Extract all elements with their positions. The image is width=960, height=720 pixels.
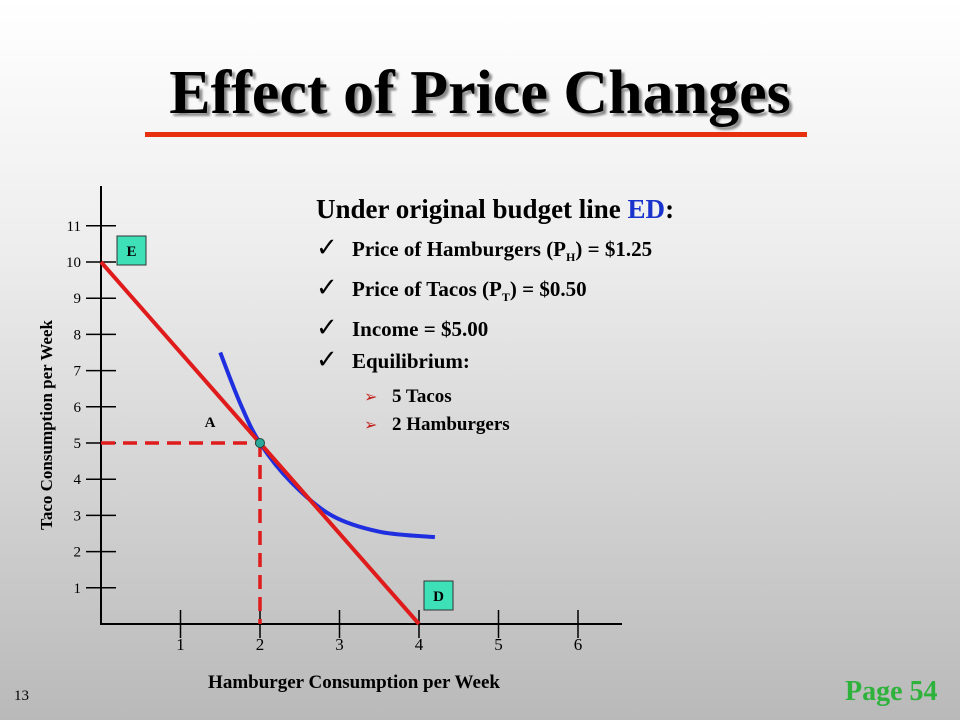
- y-tick-label: 2: [74, 545, 82, 561]
- slide-number: 13: [14, 688, 29, 704]
- y-tick-label: 3: [74, 508, 82, 524]
- y-tick-label: 8: [74, 327, 82, 343]
- endpoint-label-box: [116, 235, 147, 266]
- y-tick-label: 1: [74, 581, 82, 597]
- equilibrium-label: A: [205, 415, 216, 431]
- bullet-text: Price of Hamburgers (P: [352, 237, 567, 261]
- check-icon: ✓: [316, 233, 338, 263]
- bullet-hamburger-price: ✓ Price of Hamburgers (PH) = $1.25: [316, 233, 674, 273]
- x-tick-label: 1: [176, 635, 185, 654]
- sub-bullet-text: 5 Tacos: [392, 386, 452, 408]
- x-tick-label: 6: [574, 635, 583, 654]
- indifference-curve: [218, 351, 436, 540]
- y-tick-label: 6: [74, 400, 82, 416]
- endpoint-label-box: [423, 580, 454, 611]
- arrow-bullet-icon: ➢: [364, 387, 378, 407]
- y-ticks: 1 2 3 4 5 6 7 8 9 10 11: [66, 219, 116, 597]
- heading-colon: :: [665, 194, 675, 224]
- sub-bullet-hamburgers: ➢ 2 Hamburgers: [316, 411, 674, 439]
- bullet-taco-price: ✓ Price of Tacos (PT) = $0.50: [316, 273, 674, 313]
- bullet-subscript: T: [501, 290, 510, 305]
- equilibrium-point: [255, 438, 265, 448]
- sub-bullet-text: 2 Hamburgers: [392, 414, 510, 436]
- check-icon: ✓: [316, 345, 338, 376]
- x-tick-label: 3: [335, 635, 344, 654]
- y-tick-label: 9: [74, 291, 82, 307]
- x-tick-label: 5: [494, 635, 503, 654]
- bullet-list: Under original budget line ED: ✓ Price o…: [316, 194, 674, 439]
- y-tick-label: 7: [74, 364, 82, 380]
- bullet-text-rest: ) = $1.25: [575, 237, 653, 261]
- heading-budget-line: ED: [627, 194, 666, 224]
- y-axis-label: Taco Consumption per Week: [37, 320, 56, 530]
- check-icon: ✓: [316, 273, 338, 304]
- endpoint-label: E: [126, 244, 136, 260]
- y-tick-label: 10: [66, 255, 81, 271]
- bullet-income: ✓ Income = $5.00: [316, 313, 674, 345]
- bullet-subscript: H: [566, 250, 576, 265]
- title-underline: [145, 132, 807, 137]
- budget-endpoints: ED: [116, 235, 454, 611]
- x-ticks: 1 2 3 4 5 6: [176, 610, 582, 654]
- slide-title: Effect of Price Changes: [169, 59, 791, 127]
- bullet-text-rest: ) = $0.50: [509, 277, 587, 302]
- equilibrium-guides: [101, 441, 262, 624]
- sub-bullet-tacos: ➢ 5 Tacos: [316, 383, 674, 411]
- x-tick-label: 4: [415, 635, 424, 654]
- x-axis-label: Hamburger Consumption per Week: [208, 672, 500, 693]
- y-tick-label: 11: [67, 219, 81, 235]
- y-tick-label: 5: [74, 436, 82, 452]
- bullet-text: Price of Tacos (P: [352, 277, 502, 302]
- bullet-equilibrium: ✓ Equilibrium:: [316, 345, 674, 377]
- page-reference: Page 54: [845, 676, 938, 707]
- bullet-heading: Under original budget line ED:: [316, 194, 674, 225]
- heading-text: Under original budget line: [316, 194, 628, 224]
- y-tick-label: 4: [74, 472, 82, 488]
- check-icon: ✓: [316, 313, 338, 344]
- x-tick-label: 2: [256, 635, 265, 654]
- bullet-text: Equilibrium:: [352, 349, 470, 374]
- bullet-text: Income = $5.00: [352, 317, 489, 342]
- endpoint-label: D: [433, 589, 444, 605]
- arrow-bullet-icon: ➢: [364, 415, 378, 435]
